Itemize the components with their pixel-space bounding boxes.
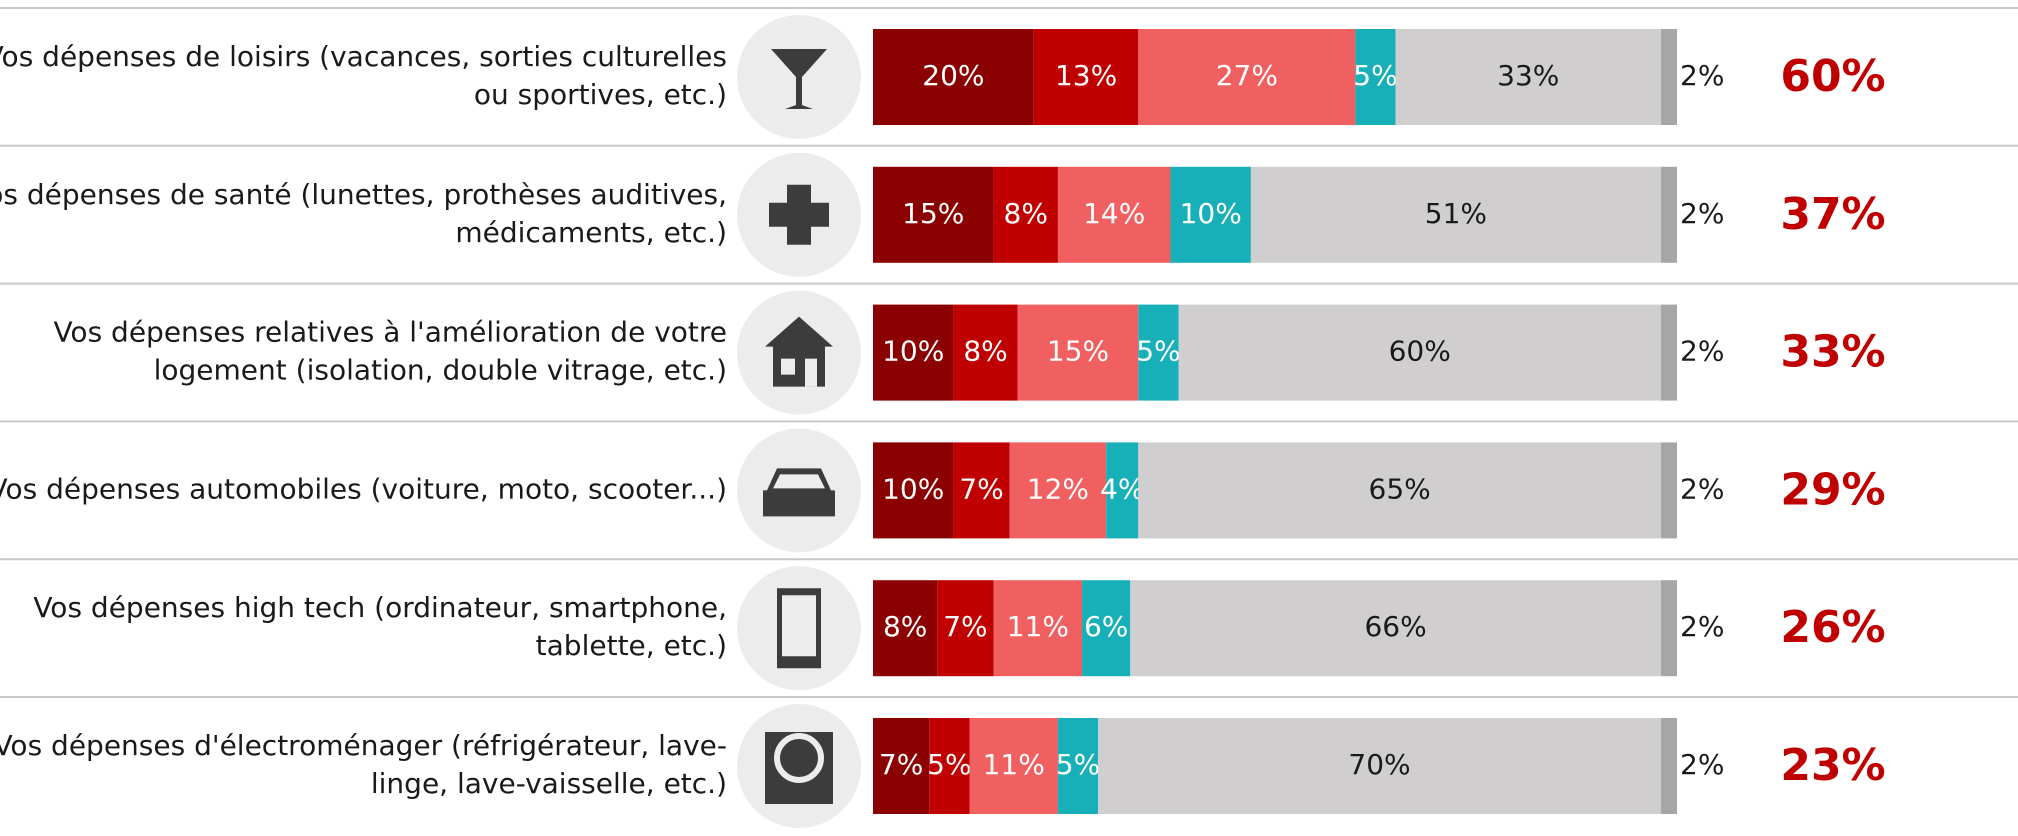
- icon-detail: [773, 474, 825, 489]
- total-label: 29%: [1780, 464, 1885, 515]
- value-label: 10%: [882, 472, 944, 505]
- value-label: 7%: [943, 610, 987, 643]
- category-label: Vos dépenses high tech (ordinateur, smar…: [33, 591, 727, 662]
- bar-segment: [1170, 166, 1251, 263]
- bar-segment: [873, 29, 1034, 125]
- value-label: 60%: [1389, 335, 1451, 368]
- bar-segment: [1057, 166, 1171, 263]
- value-label: 5%: [1056, 748, 1100, 781]
- value-label: 6%: [1084, 610, 1128, 643]
- bar-segment: [1355, 29, 1396, 125]
- bar-segment: [993, 166, 1058, 263]
- total-label: 60%: [1780, 51, 1885, 102]
- value-label: 10%: [1180, 197, 1242, 230]
- bar-segment: [1395, 29, 1661, 125]
- total-label: 26%: [1780, 602, 1885, 653]
- bar-segment: [873, 580, 938, 677]
- bar-segment: [873, 442, 954, 539]
- bar-segment: [1660, 580, 1677, 677]
- value-label: 2%: [1680, 610, 1724, 643]
- value-label: 14%: [1083, 197, 1145, 230]
- category-label: Vos dépenses d'électroménager (réfrigéra…: [0, 729, 727, 800]
- value-label: 15%: [1047, 335, 1109, 368]
- value-label: 8%: [883, 610, 927, 643]
- bar-segment: [1009, 442, 1107, 539]
- value-label: 2%: [1680, 748, 1724, 781]
- bar-segment: [1106, 442, 1139, 539]
- value-label: 7%: [959, 472, 1003, 505]
- value-label: 8%: [1004, 197, 1048, 230]
- value-label: 65%: [1369, 472, 1431, 505]
- value-label: 7%: [879, 748, 923, 781]
- icon-detail: [774, 733, 825, 783]
- bar-segment: [1138, 29, 1356, 125]
- bar-segment: [1660, 29, 1677, 125]
- icon: [769, 184, 829, 245]
- value-label: 70%: [1348, 748, 1410, 781]
- bar-segment: [1660, 718, 1677, 814]
- category-label: Vos dépenses relatives à l'amélioration …: [53, 316, 727, 387]
- value-label: 5%: [1353, 59, 1397, 92]
- value-label: 10%: [882, 335, 944, 368]
- value-label: 5%: [1136, 335, 1180, 368]
- value-label: 11%: [983, 748, 1045, 781]
- bar-segment: [953, 304, 1018, 401]
- bar-segment: [929, 718, 970, 814]
- bar-segment: [1138, 304, 1179, 401]
- bar-segment: [993, 580, 1083, 677]
- bar-segment: [1057, 718, 1099, 814]
- category-label: Vos dépenses de santé (lunettes, prothès…: [0, 178, 727, 249]
- total-label: 23%: [1780, 740, 1885, 791]
- value-label: 33%: [1497, 59, 1559, 92]
- bar-segment: [953, 442, 1010, 539]
- total-label: 37%: [1780, 189, 1885, 240]
- value-label: 5%: [927, 748, 971, 781]
- bar-segment: [1082, 580, 1131, 677]
- value-label: 51%: [1425, 197, 1487, 230]
- value-label: 20%: [922, 59, 984, 92]
- bar-segment: [873, 718, 930, 814]
- icon-detail: [782, 595, 816, 657]
- value-label: 2%: [1680, 472, 1724, 505]
- bar-segment: [1017, 304, 1139, 401]
- bar-segment: [1250, 166, 1661, 263]
- bar-segment: [1130, 580, 1661, 677]
- value-label: 8%: [963, 335, 1007, 368]
- bar-segment: [1098, 718, 1661, 814]
- total-label: 33%: [1780, 327, 1885, 378]
- bar-segment: [873, 166, 994, 263]
- category-label: Vos dépenses automobiles (voiture, moto,…: [0, 472, 727, 505]
- value-label: 66%: [1364, 610, 1426, 643]
- bar-segment: [1660, 166, 1677, 263]
- value-label: 13%: [1055, 59, 1117, 92]
- icon: [765, 732, 833, 804]
- category-label: Vos dépenses de loisirs (vacances, sorti…: [0, 40, 727, 111]
- bar-segment: [873, 304, 954, 401]
- bar-segment: [1660, 442, 1677, 539]
- bar-segment: [1178, 304, 1661, 401]
- icon-detail: [781, 358, 817, 387]
- icon: [771, 49, 827, 109]
- value-label: 2%: [1680, 59, 1724, 92]
- bar-segment: [1138, 442, 1661, 539]
- value-label: 11%: [1007, 610, 1069, 643]
- bar-segment: [969, 718, 1058, 814]
- value-label: 4%: [1100, 472, 1144, 505]
- value-label: 2%: [1680, 197, 1724, 230]
- value-label: 15%: [902, 197, 964, 230]
- bar-segment: [1660, 304, 1677, 401]
- bar-segment: [1033, 29, 1139, 125]
- value-label: 27%: [1216, 59, 1278, 92]
- value-label: 12%: [1027, 472, 1089, 505]
- bar-segment: [937, 580, 994, 677]
- value-label: 2%: [1680, 335, 1724, 368]
